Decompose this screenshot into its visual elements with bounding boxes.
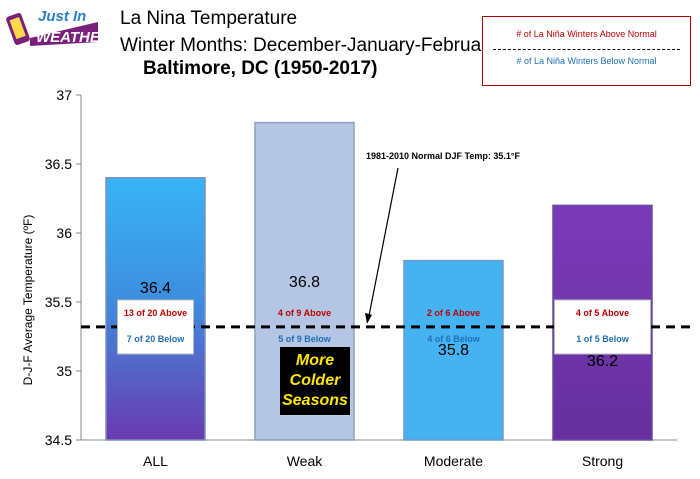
y-axis-title: D-J-F Average Temperature (ºF): [21, 215, 35, 386]
y-tick-label: 36.5: [45, 156, 72, 172]
chart-subtitle: Winter Months: December-January-February: [120, 35, 497, 56]
count-box: [117, 299, 194, 355]
below-count-label: 5 of 9 Below: [278, 334, 332, 344]
callout-arrow-line: [367, 167, 399, 321]
below-count-label: 1 of 5 Below: [576, 334, 630, 344]
x-tick-label: Moderate: [424, 453, 483, 469]
value-label: 36.8: [289, 274, 320, 291]
logo-text-top: Just In: [38, 8, 87, 25]
above-count-label: 13 of 20 Above: [124, 308, 187, 318]
chart-location: Baltimore, DC (1950-2017): [143, 58, 378, 79]
more-colder-seasons-box: More Colder Seasons: [280, 347, 350, 415]
legend: # of La Niña Winters Above Normal # of L…: [482, 16, 691, 86]
count-box: [554, 299, 651, 355]
below-count-label: 4 of 6 Below: [427, 334, 481, 344]
chart-title: La Nina Temperature: [120, 8, 298, 29]
x-tick-label: Weak: [287, 453, 324, 469]
logo-text-bottom: WEATHER: [36, 29, 111, 46]
colder-line-2: Colder: [289, 372, 341, 389]
below-count-label: 7 of 20 Below: [127, 334, 186, 344]
x-tick-label: Strong: [582, 453, 623, 469]
above-count-label: 4 of 5 Above: [576, 308, 629, 318]
bar-moderate: [403, 259, 504, 441]
value-label: 36.2: [587, 353, 618, 370]
y-tick-label: 35.5: [45, 294, 72, 310]
x-tick-label: ALL: [143, 453, 168, 469]
normal-temp-callout: 1981-2010 Normal DJF Temp: 35.1°F: [366, 151, 520, 161]
above-count-label: 2 of 6 Above: [427, 308, 480, 318]
above-count-label: 4 of 9 Above: [278, 308, 331, 318]
legend-above-label: # of La Niña Winters Above Normal: [516, 29, 657, 39]
value-label: 36.4: [140, 280, 171, 297]
phone-icon: [6, 13, 98, 46]
callout-arrow-head: [365, 312, 372, 324]
value-label: 35.8: [438, 342, 469, 359]
y-tick-label: 36: [56, 225, 72, 241]
y-tick-label: 34.5: [45, 432, 72, 448]
y-tick-label: 35: [56, 363, 72, 379]
just-in-weather-logo: Just In WEATHER: [6, 8, 116, 54]
legend-below-label: # of La Niña Winters Below Normal: [516, 56, 657, 66]
legend-divider: [493, 49, 680, 50]
colder-line-3: Seasons: [282, 392, 348, 409]
colder-line-1: More: [295, 352, 335, 369]
y-tick-label: 37: [56, 87, 72, 103]
